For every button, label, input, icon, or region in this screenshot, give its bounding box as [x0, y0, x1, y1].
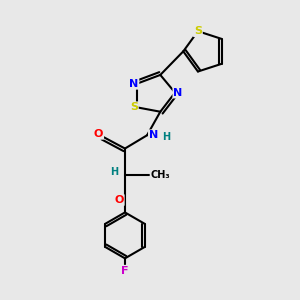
Text: F: F — [121, 266, 129, 276]
Text: N: N — [129, 79, 138, 89]
Text: H: H — [111, 167, 119, 177]
Text: CH₃: CH₃ — [151, 170, 170, 180]
Text: H: H — [162, 132, 170, 142]
Text: O: O — [114, 195, 124, 205]
Text: O: O — [94, 129, 103, 139]
Text: S: S — [194, 26, 202, 36]
Text: N: N — [149, 130, 158, 140]
Text: N: N — [173, 88, 183, 98]
Text: S: S — [130, 102, 138, 112]
